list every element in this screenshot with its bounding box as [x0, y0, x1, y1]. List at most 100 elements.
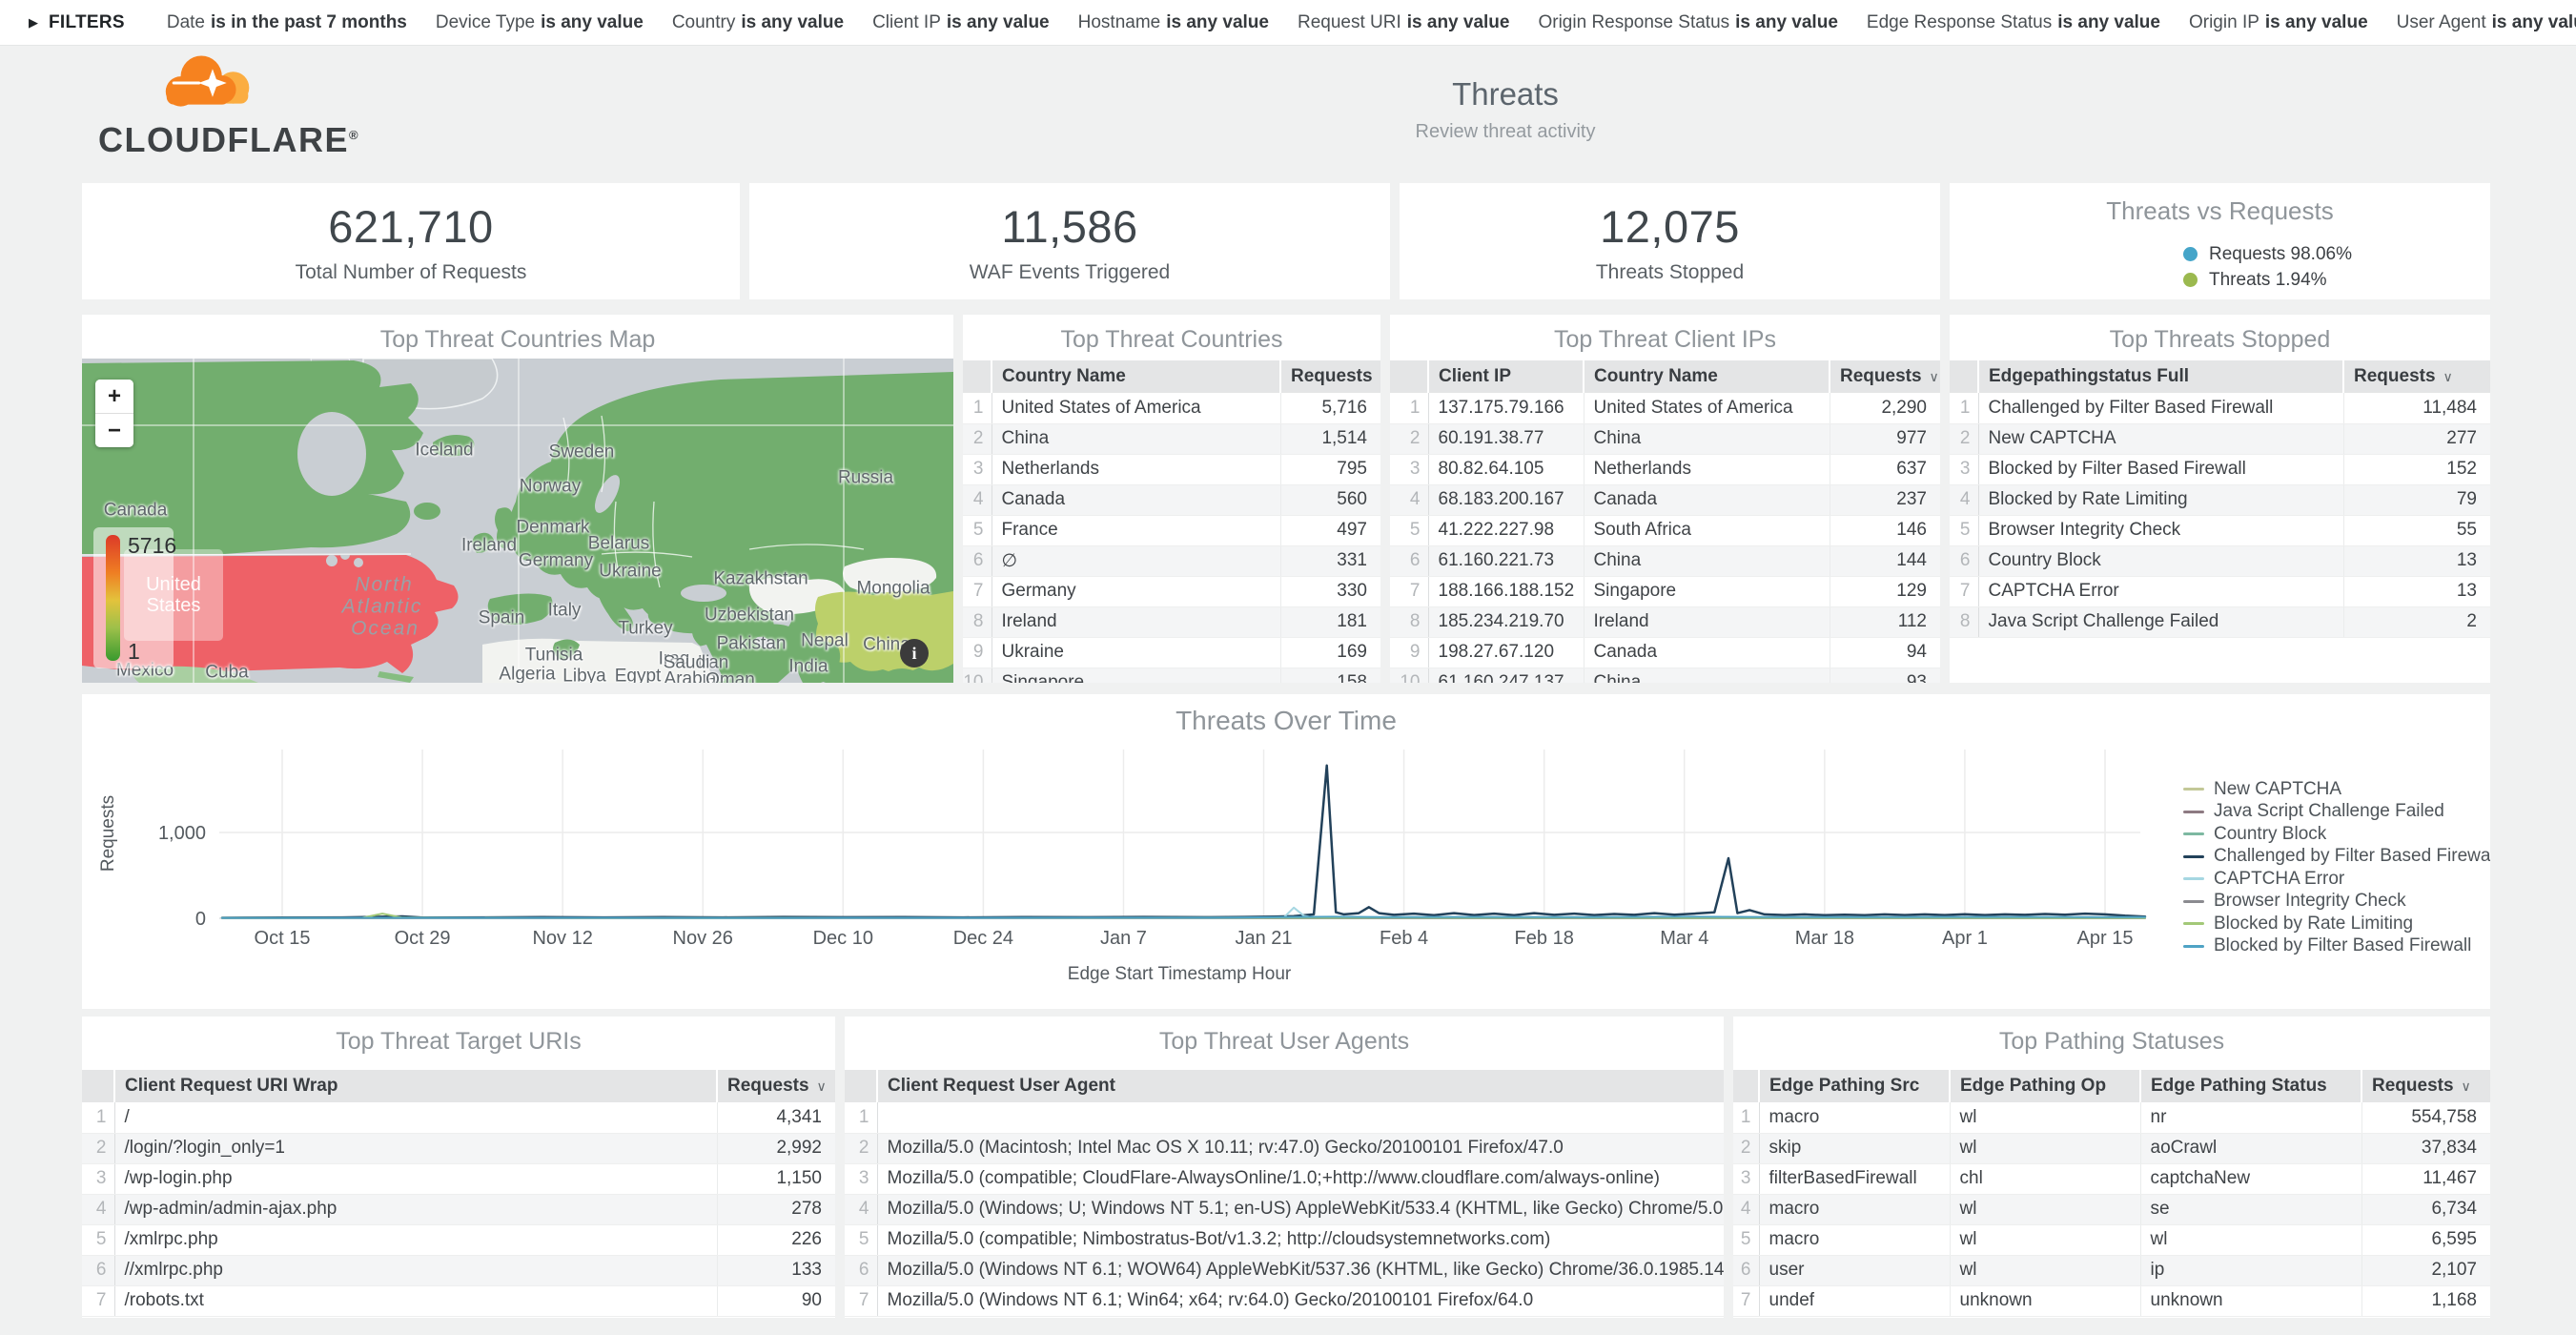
- top-threats-stopped-table: Edgepathingstatus Full Requests ∨ 1 Challeng…: [1950, 360, 2490, 638]
- filter-item[interactable]: Date is in the past 7 months: [166, 11, 407, 32]
- column-header[interactable]: Requests∨: [2361, 1070, 2490, 1102]
- chart-legend-item[interactable]: Java Script Challenge Failed: [2183, 801, 2490, 824]
- table-cell: Browser Integrity Check: [1978, 515, 2344, 546]
- chart-legend-item[interactable]: Blocked by Rate Limiting: [2183, 913, 2490, 935]
- table-cell: 37,834: [2361, 1133, 2490, 1164]
- column-header[interactable]: Edgepathingstatus Full: [1978, 360, 2344, 393]
- table-row: 1 macro wl nr 554,758: [1733, 1102, 2490, 1134]
- map-label: Germany: [518, 550, 594, 571]
- table-cell: 4,341: [717, 1102, 835, 1134]
- column-header[interactable]: Edge Pathing Op: [1950, 1070, 2141, 1102]
- legend-item-requests[interactable]: Requests 98.06%: [2183, 241, 2352, 267]
- table-cell: CAPTCHA Error: [1978, 576, 2344, 607]
- chart-legend-item[interactable]: New CAPTCHA: [2183, 778, 2490, 801]
- table-cell: Singapore: [1584, 576, 1830, 607]
- column-header[interactable]: Country Name: [1584, 360, 1830, 393]
- table-row: 6//xmlrpc.php 133: [82, 1255, 835, 1286]
- filter-item[interactable]: Origin IP is any value: [2188, 11, 2368, 32]
- legend-item-threats[interactable]: Threats 1.94%: [2183, 267, 2352, 293]
- row-number: 4: [1733, 1194, 1760, 1225]
- filters-label: FILTERS: [49, 11, 125, 32]
- table-cell: 185.234.219.70: [1428, 606, 1584, 638]
- table-cell: Canada: [1584, 637, 1830, 668]
- table-cell: 94: [1830, 637, 1940, 668]
- filter-item[interactable]: Device Type is any value: [435, 11, 644, 32]
- table-cell: 1,514: [1280, 423, 1380, 455]
- row-number-header: [963, 360, 992, 393]
- table-cell: macro: [1759, 1102, 1951, 1134]
- table-cell: 11,484: [2343, 393, 2490, 424]
- threats-over-time-chart[interactable]: Oct 15 Oct 29 Nov 12 Nov 26 Dec 10 Dec 24 Jan …: [82, 694, 2490, 1009]
- table-row: 6 Mozilla/5.0 (Windows NT 6.1; WOW64) App…: [845, 1255, 1724, 1286]
- table-cell: 79: [2343, 484, 2490, 516]
- filters-toggle[interactable]: ▶ FILTERS: [29, 12, 125, 33]
- chart-legend-item[interactable]: Challenged by Filter Based Firewall: [2183, 846, 2490, 869]
- kpi-value: 12,075: [1600, 201, 1740, 252]
- column-header[interactable]: Requests∨: [1830, 360, 1940, 393]
- map-zoom-out-button[interactable]: −: [95, 414, 133, 447]
- table-cell: ip: [2140, 1255, 2362, 1286]
- column-header[interactable]: Requests∨: [717, 1070, 835, 1102]
- threats-over-time-tile: Threats Over Time Oct 15 Oct 29 Nov 12 Nov …: [82, 694, 2490, 1009]
- filter-item[interactable]: Country is any value: [671, 11, 845, 32]
- table-cell: 6,734: [2361, 1194, 2490, 1225]
- row-number-header: [1733, 1070, 1760, 1102]
- map-label: Belarus: [587, 533, 650, 554]
- series-swatch: [2183, 877, 2204, 881]
- filter-item[interactable]: Origin Response Status is any value: [1538, 11, 1838, 32]
- chart-legend-item[interactable]: CAPTCHA Error: [2183, 868, 2490, 891]
- column-header[interactable]: Requests∨: [2343, 360, 2490, 393]
- table-cell: 237: [1830, 484, 1940, 516]
- column-header[interactable]: Client Request User Agent: [877, 1070, 1724, 1102]
- svg-text:Oct 29: Oct 29: [395, 928, 451, 949]
- map-legend-min: 1: [128, 639, 140, 664]
- chart-legend-item[interactable]: Blocked by Filter Based Firewall: [2183, 935, 2490, 958]
- column-header[interactable]: Requests∨: [1280, 360, 1380, 393]
- kpi-label: Threats Stopped: [1595, 261, 1745, 283]
- filter-item[interactable]: Request URI is any value: [1297, 11, 1510, 32]
- table-cell: 977: [1830, 423, 1940, 455]
- table-row: 7 Mozilla/5.0 (Windows NT 6.1; Win64; x64…: [845, 1285, 1724, 1317]
- table-cell: China: [1584, 423, 1830, 455]
- table-row: 9 198.27.67.120 Canada 94: [1390, 637, 1940, 668]
- filter-item[interactable]: Client IP is any value: [872, 11, 1050, 32]
- table-cell: Ukraine: [992, 637, 1281, 668]
- table-cell: se: [2140, 1194, 2362, 1225]
- table-cell: Netherlands: [992, 454, 1281, 485]
- filter-item[interactable]: Hostname is any value: [1077, 11, 1269, 32]
- table-cell: 2: [2343, 606, 2490, 638]
- table-row: 7 188.166.188.152 Singapore 129: [1390, 576, 1940, 607]
- chart-x-axis-label: Edge Start Timestamp Hour: [1067, 964, 1292, 984]
- column-header[interactable]: Client IP: [1428, 360, 1584, 393]
- map-label: Kazakhstan: [713, 568, 808, 589]
- row-number: 2: [1390, 423, 1429, 455]
- table-cell: Singapore: [992, 668, 1281, 683]
- column-header[interactable]: Client Request URI Wrap: [114, 1070, 718, 1102]
- table-row: 10 61.160.247.137 China 93: [1390, 668, 1940, 683]
- map-label: Iran: [697, 652, 729, 673]
- map-info-icon[interactable]: i: [900, 639, 929, 668]
- map-zoom-in-button[interactable]: +: [95, 380, 133, 413]
- map-label: Norway: [519, 476, 582, 497]
- chart-legend-item[interactable]: Browser Integrity Check: [2183, 891, 2490, 914]
- table-cell: Country Block: [1978, 545, 2344, 577]
- table-cell: unknown: [1950, 1285, 2141, 1317]
- top-pathing-statuses-table: Edge Pathing Src Edge Pathing Op Edge Path…: [1733, 1070, 2490, 1317]
- tile-title: Threats vs Requests: [2106, 196, 2334, 225]
- table-cell: China: [1584, 545, 1830, 577]
- tile-title: Threats Over Time: [1176, 706, 1397, 735]
- column-header[interactable]: Country Name: [992, 360, 1281, 393]
- filter-item[interactable]: Edge Response Status is any value: [1866, 11, 2160, 32]
- series-label: Country Block: [2214, 823, 2327, 844]
- chart-legend-item[interactable]: Country Block: [2183, 823, 2490, 846]
- column-header[interactable]: Edge Pathing Src: [1759, 1070, 1951, 1102]
- top-threat-countries-tile: Top Threat Countries Country Name Request…: [963, 315, 1380, 683]
- map-label: India: [788, 656, 828, 677]
- map-label: Ocean: [351, 617, 419, 640]
- table-cell: 795: [1280, 454, 1380, 485]
- row-number: 6: [963, 545, 992, 577]
- column-header[interactable]: Edge Pathing Status: [2140, 1070, 2362, 1102]
- sort-desc-icon: ∨: [2443, 369, 2453, 384]
